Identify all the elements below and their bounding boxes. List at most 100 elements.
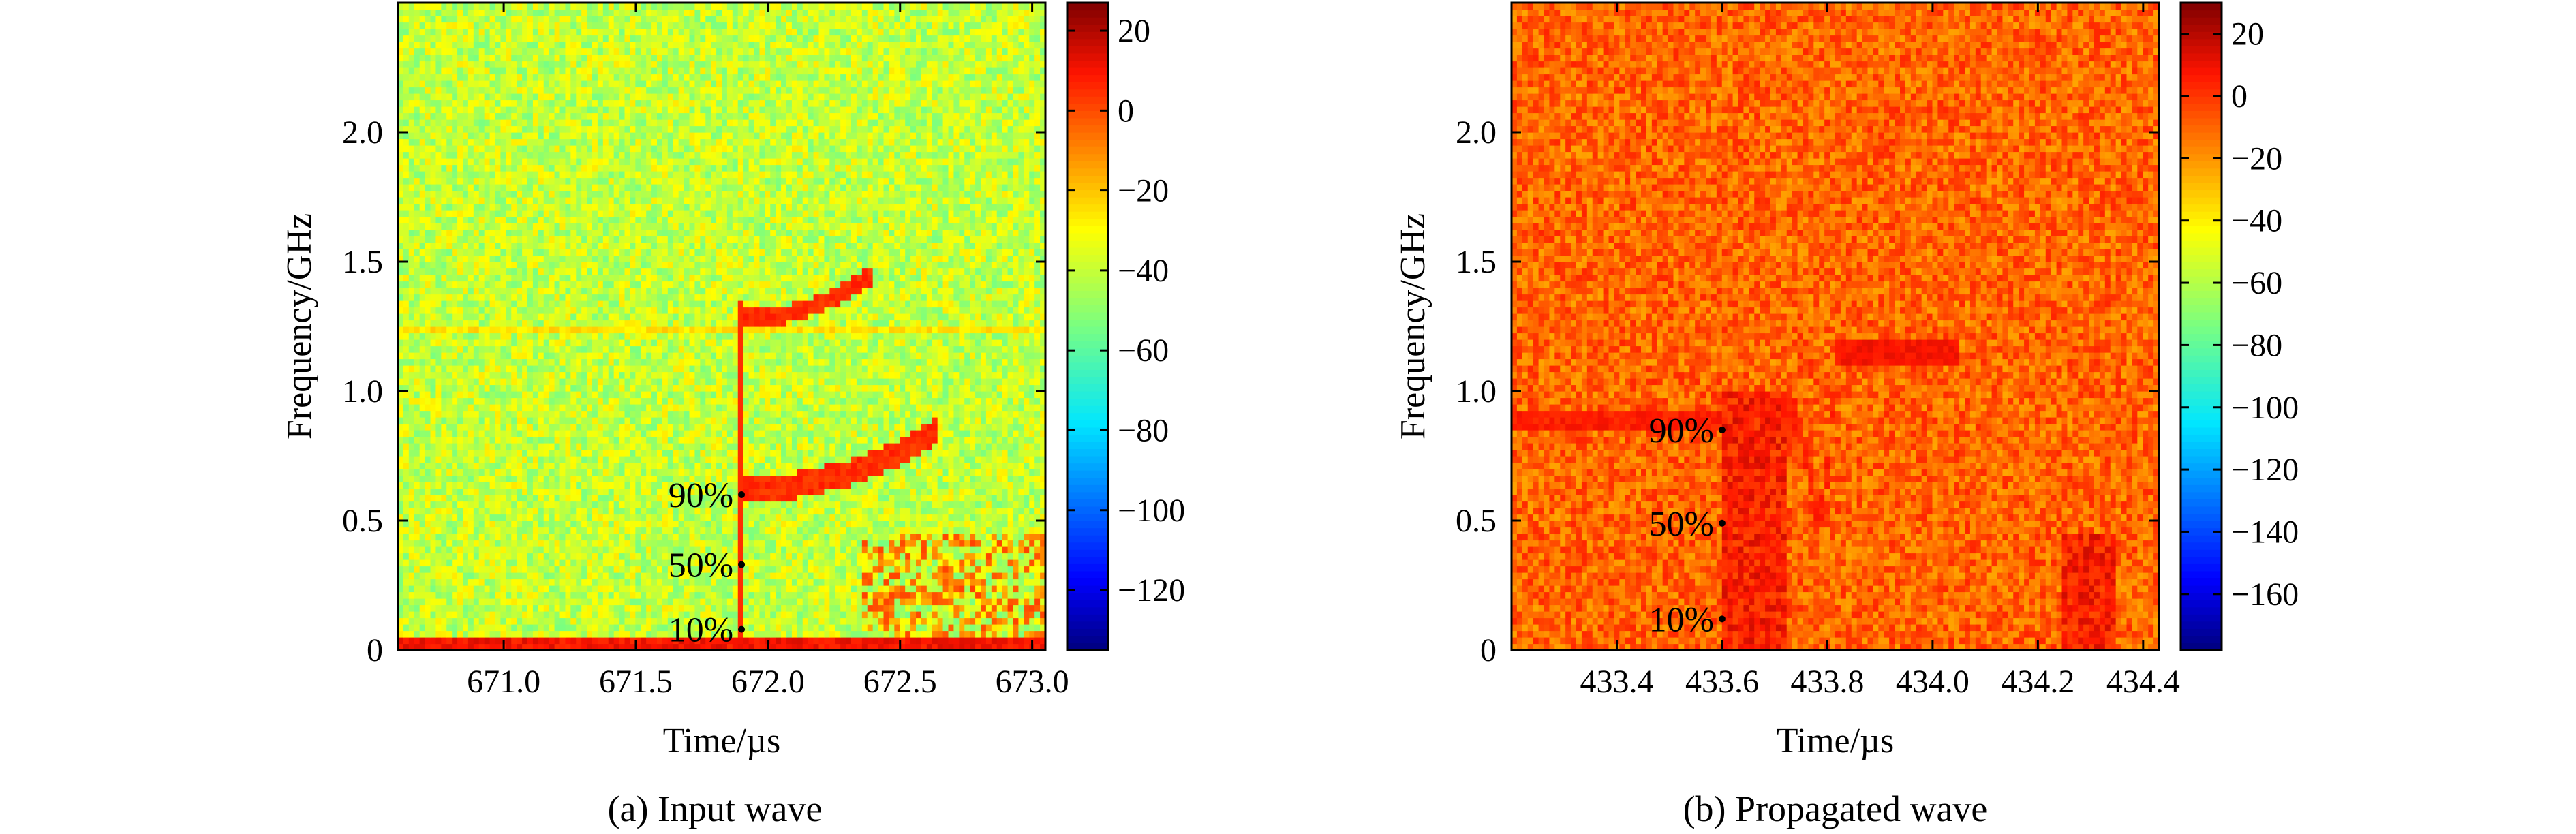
heatmap-cell xyxy=(608,384,615,392)
heatmap-cell xyxy=(467,469,474,476)
heatmap-cell xyxy=(1029,417,1035,424)
heatmap-cell xyxy=(964,572,970,580)
heatmap-cell xyxy=(786,508,793,515)
heatmap-cell xyxy=(867,553,874,560)
heatmap-cell xyxy=(463,527,469,534)
heatmap-cell xyxy=(932,495,938,502)
heatmap-cell xyxy=(813,578,820,586)
heatmap-cell xyxy=(592,546,598,554)
heatmap-cell xyxy=(478,617,485,625)
heatmap-cell xyxy=(689,482,696,489)
heatmap-cell xyxy=(894,436,900,444)
heatmap-cell xyxy=(770,391,776,399)
heatmap-cell xyxy=(867,585,874,593)
heatmap-cell xyxy=(711,404,717,412)
heatmap-cell xyxy=(430,378,437,386)
heatmap-cell xyxy=(576,624,582,632)
heatmap-cell xyxy=(667,456,674,463)
heatmap-cell xyxy=(565,501,571,508)
heatmap-cell xyxy=(942,630,949,638)
heatmap-cell xyxy=(818,475,825,482)
heatmap-cell xyxy=(635,378,641,386)
heatmap-cell xyxy=(964,482,970,489)
heatmap-cell xyxy=(554,469,561,476)
heatmap-cell xyxy=(522,508,528,515)
heatmap-cell xyxy=(883,598,890,606)
heatmap-cell xyxy=(446,378,453,386)
heatmap-cell xyxy=(743,482,750,489)
heatmap-cell xyxy=(878,578,885,586)
heatmap-cell xyxy=(667,501,674,508)
heatmap-cell xyxy=(981,598,987,606)
heatmap-cell xyxy=(765,443,771,450)
heatmap-cell xyxy=(457,462,463,469)
heatmap-cell xyxy=(1034,578,1041,586)
heatmap-cell xyxy=(522,611,528,619)
heatmap-cell xyxy=(651,643,658,651)
heatmap-cell xyxy=(565,397,571,405)
heatmap-cell xyxy=(1024,404,1030,412)
heatmap-cell xyxy=(1034,423,1041,431)
heatmap-cell xyxy=(996,417,1003,424)
heatmap-cell xyxy=(414,540,420,547)
heatmap-cell xyxy=(737,534,744,541)
heatmap-cell xyxy=(489,508,496,515)
heatmap-cell xyxy=(646,637,652,645)
heatmap-cell xyxy=(1034,643,1041,651)
heatmap-cell xyxy=(840,384,846,392)
heatmap-cell xyxy=(700,423,706,431)
heatmap-cell xyxy=(910,630,917,638)
heatmap-cell xyxy=(489,462,496,469)
heatmap-cell xyxy=(527,482,534,489)
heatmap-cell xyxy=(726,514,733,521)
heatmap-cell xyxy=(602,423,609,431)
heatmap-cell xyxy=(726,566,733,573)
heatmap-cell xyxy=(991,611,998,619)
heatmap-cell xyxy=(872,417,879,424)
heatmap-cell xyxy=(581,572,587,580)
heatmap-cell xyxy=(802,585,809,593)
heatmap-cell xyxy=(425,475,431,482)
heatmap-cell xyxy=(948,488,955,495)
heatmap-cell xyxy=(889,488,895,495)
heatmap-cell xyxy=(635,482,641,489)
heatmap-cell xyxy=(846,475,852,482)
heatmap-cell xyxy=(861,501,868,508)
heatmap-cell xyxy=(743,384,750,392)
heatmap-cell xyxy=(722,436,728,444)
heatmap-cell xyxy=(797,578,803,586)
heatmap-cell xyxy=(597,643,604,651)
heatmap-cell xyxy=(786,527,793,534)
heatmap-cell xyxy=(565,508,571,515)
heatmap-cell xyxy=(937,559,944,567)
heatmap-cell xyxy=(570,449,577,457)
heatmap-cell xyxy=(1018,410,1024,418)
heatmap-cell xyxy=(959,469,965,476)
heatmap-cell xyxy=(408,521,415,528)
heatmap-cell xyxy=(722,591,728,599)
heatmap-cell xyxy=(619,604,626,612)
heatmap-cell xyxy=(532,637,539,645)
heatmap-cell xyxy=(781,643,787,651)
heatmap-cell xyxy=(463,397,469,405)
heatmap-cell xyxy=(549,546,555,554)
heatmap-cell xyxy=(517,462,523,469)
heatmap-cell xyxy=(991,617,998,625)
heatmap-cell xyxy=(511,643,517,651)
heatmap-cell xyxy=(985,534,992,541)
heatmap-cell xyxy=(722,508,728,515)
heatmap-cell xyxy=(942,566,949,573)
heatmap-cell xyxy=(425,534,431,541)
heatmap-cell xyxy=(1024,436,1030,444)
heatmap-cell xyxy=(1013,423,1019,431)
heatmap-cell xyxy=(889,397,895,405)
heatmap-cell xyxy=(543,521,550,528)
heatmap-cell xyxy=(602,391,609,399)
heatmap-cell xyxy=(1002,553,1009,560)
heatmap-cell xyxy=(446,540,453,547)
heatmap-cell xyxy=(900,604,906,612)
heatmap-cell xyxy=(446,417,453,424)
heatmap-cell xyxy=(495,617,502,625)
heatmap-cell xyxy=(926,624,933,632)
heatmap-cell xyxy=(840,488,846,495)
